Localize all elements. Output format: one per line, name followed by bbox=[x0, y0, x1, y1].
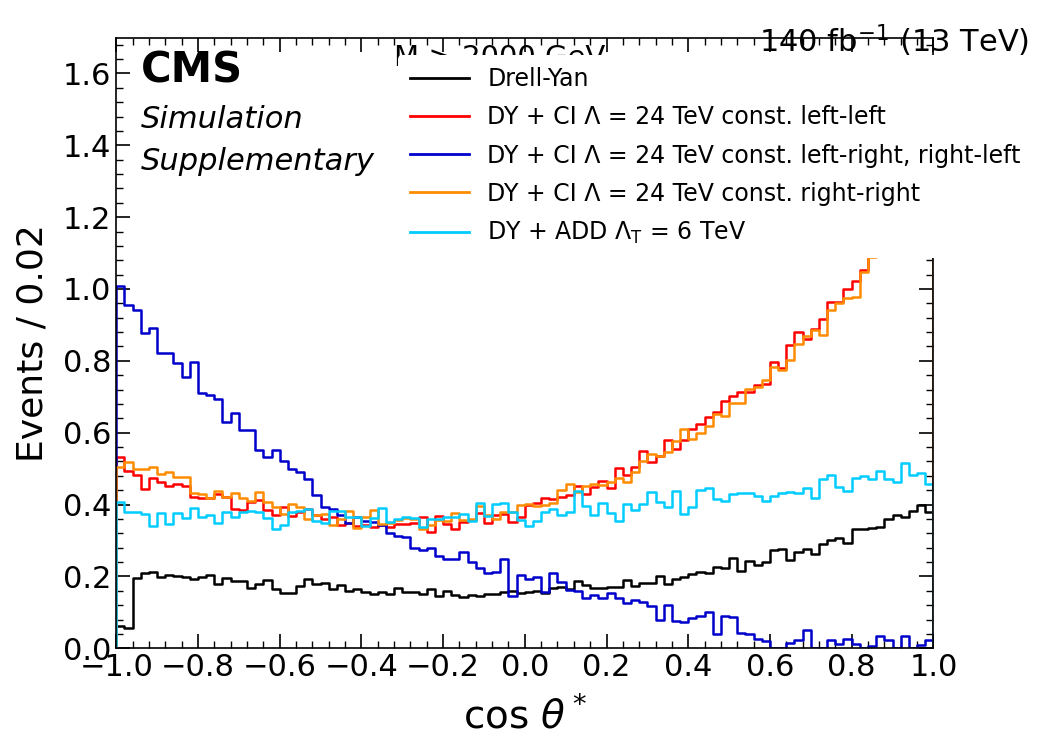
Y-axis label: Events / 0.02: Events / 0.02 bbox=[15, 224, 49, 462]
Legend: Drell-Yan, DY + CI Λ = 24 TeV const. left-left, DY + CI Λ = 24 TeV const. left-r: Drell-Yan, DY + CI Λ = 24 TeV const. lef… bbox=[398, 56, 1033, 258]
Text: CMS: CMS bbox=[141, 50, 243, 92]
Text: M > 2000 GeV: M > 2000 GeV bbox=[394, 44, 605, 71]
Text: 140 fb$^{-1}$ (13 TeV): 140 fb$^{-1}$ (13 TeV) bbox=[759, 22, 1029, 59]
X-axis label: cos $\theta^*$: cos $\theta^*$ bbox=[462, 696, 587, 735]
Text: Simulation: Simulation bbox=[141, 105, 303, 134]
Text: Supplementary: Supplementary bbox=[141, 148, 375, 176]
